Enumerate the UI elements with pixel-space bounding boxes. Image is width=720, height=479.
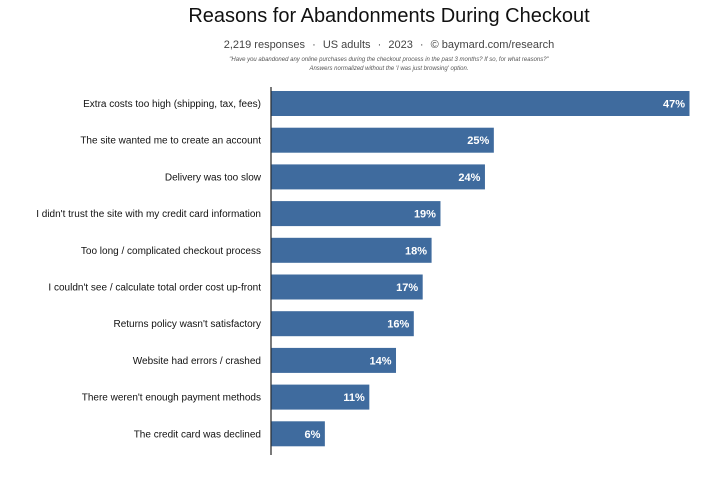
chart-title: Reasons for Abandonments During Checkout [188,5,590,27]
separator-dot: · [377,39,382,51]
bar [271,421,325,447]
category-label: Delivery was too slow [165,172,262,183]
bar [271,91,690,116]
bar [271,384,370,410]
value-label: 17% [396,282,418,294]
bar [271,347,397,373]
chart-subtitle: 2,219 responses · US adults · 2023 · © b… [0,39,720,51]
separator-dot: · [312,39,316,51]
bar [271,274,423,300]
value-label: 47% [663,99,685,111]
source-link[interactable]: © baymard.com/research [430,39,555,51]
category-label: There weren't enough payment methods [82,393,261,404]
bar [271,127,494,153]
category-label: Too long / complicated checkout process [81,246,261,257]
survey-question-note: "Have you abandoned any online purchases… [0,56,720,74]
separator-dot: · [419,39,424,51]
population: US adults [322,39,371,51]
responses-count: 2,219 responses [223,39,306,51]
bar [271,311,414,337]
category-label: Website had errors / crashed [133,356,261,367]
value-label: 18% [405,245,427,257]
value-label: 14% [369,355,391,367]
category-label: Extra costs too high (shipping, tax, fee… [83,99,261,110]
bar [271,201,441,227]
value-label: 6% [304,429,320,441]
value-label: 11% [343,392,365,404]
bar [271,164,485,190]
survey-question: "Have you abandoned any online purchases… [229,57,549,63]
value-label: 19% [414,209,436,221]
value-label: 25% [467,135,489,147]
normalization-note: Answers normalized without the 'I was ju… [309,66,469,72]
survey-year: 2023 [388,39,413,51]
category-label: I couldn't see / calculate total order c… [48,283,261,294]
category-label: The site wanted me to create an account [80,136,261,147]
value-label: 16% [387,319,409,331]
category-label: I didn't trust the site with my credit c… [36,209,261,220]
value-label: 24% [458,172,480,184]
category-label: Returns policy wasn't satisfactory [113,319,261,330]
category-label: The credit card was declined [134,429,261,440]
bar [271,237,432,263]
